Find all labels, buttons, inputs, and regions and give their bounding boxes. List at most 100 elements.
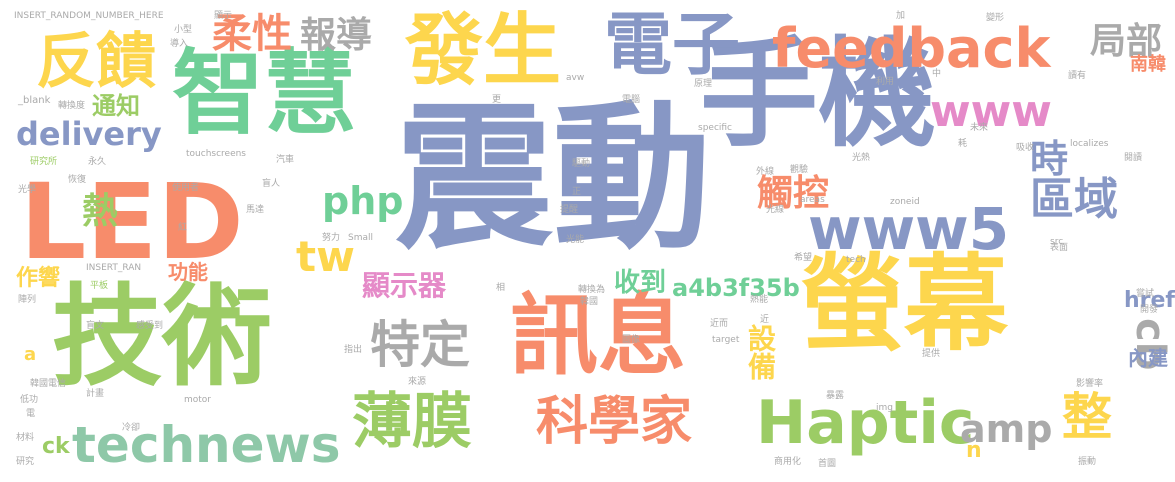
word-zhuanhuandu: 轉換度 [58, 101, 86, 111]
word-tongzhi: 通知 [92, 92, 140, 120]
word-zhong: 中 [932, 69, 942, 79]
word-yuanli: 原理 [694, 79, 713, 89]
word-guangneng: 光能 [566, 235, 585, 245]
word-kaifa: 開發 [1140, 305, 1159, 315]
word-jin: 近 [760, 315, 770, 325]
word-ganying: 觀驗 [790, 165, 809, 175]
word-src: src [1050, 237, 1064, 247]
word-zhuanhuanwei: 轉換為 [578, 285, 606, 295]
word-xianshiqi: 顯示器 [362, 269, 447, 302]
word-touch: touchscreens [186, 149, 246, 159]
word-small: Small [348, 233, 373, 243]
word-zheng2: 正 [572, 187, 582, 197]
word-n: n [966, 438, 982, 463]
word-mangwen: 盲文 [86, 321, 105, 331]
word-digong: 低功 [20, 395, 39, 405]
word-motor: motor [184, 395, 212, 405]
word-rouxing: 柔性 [212, 11, 292, 57]
word-laiyuan: 來源 [408, 377, 427, 387]
word-hao: 耗 [958, 139, 968, 149]
word-pingban: 平板 [90, 281, 109, 291]
word-hong: 紅 [178, 223, 188, 233]
word-mangren: 盲人 [262, 179, 281, 189]
word-huifu: 恢復 [68, 175, 87, 185]
word-zoneid: zoneid [890, 197, 920, 207]
word-baolu: 暴露 [826, 391, 845, 401]
word-fasheng: 發生 [405, 6, 562, 96]
word-cailiao: 材料 [16, 433, 35, 443]
word-led: LED [20, 161, 244, 283]
word-yingxianglv: 影響率 [1076, 379, 1104, 389]
word-insert1: INSERT_RANDOM_NUMBER_HERE [14, 11, 164, 21]
word-changshi: 嘗試 [1136, 289, 1155, 299]
word-geng: 更 [492, 95, 502, 105]
word-ck: ck [42, 434, 70, 459]
word-shouji: 手機 [700, 25, 937, 163]
word-qichezhi: 汽車 [276, 155, 295, 165]
word-baodao: 報導 [300, 15, 373, 56]
word-yanjiu: 研究 [16, 457, 35, 467]
word-nuli: 努力 [322, 233, 341, 243]
word-zhenlie: 陣列 [18, 295, 37, 305]
word-localizes: localizes [1070, 139, 1109, 149]
word-tixing: 提醒 [560, 205, 579, 215]
word-yongjiu: 永久 [88, 157, 107, 167]
word-areas: areas [800, 195, 825, 205]
word-tw: tw [296, 232, 355, 281]
word-weilai: 未來 [970, 123, 989, 133]
word-delivery: delivery [16, 115, 162, 153]
word-target: target [712, 335, 740, 345]
word-shangyonghua: 商用化 [774, 457, 802, 467]
word-jihua: 計畫 [86, 389, 105, 399]
word-yingmu: 螢幕 [800, 243, 1009, 365]
word-zuoxiang: 作響 [16, 266, 61, 291]
word-kexuejia: 科學家 [536, 392, 693, 452]
word-guangxue: 光學 [18, 185, 37, 195]
word-guangxian: 光線 [766, 205, 785, 215]
word-php: php [322, 179, 404, 223]
word-bianxing: 變形 [986, 13, 1005, 23]
word-xiangdui: 相 [496, 283, 506, 293]
word-re: 熱 [82, 191, 119, 232]
word-cb: cb [1127, 318, 1173, 371]
word-www: www [930, 86, 1052, 137]
word-dianzi: 電子 [604, 6, 741, 85]
word-neijian: 內建 [1128, 346, 1168, 370]
word-www5: www5 [808, 195, 1010, 263]
word-tech: tech [846, 255, 866, 265]
word-xunxi: 訊息 [510, 284, 687, 387]
word-feedback: feedback [772, 17, 1051, 80]
word-hanguo: 韓國 [580, 297, 599, 307]
word-xiaoxing: 小型 [174, 25, 193, 35]
word-jishu: 技術 [52, 273, 272, 401]
word-shoutu: 首圖 [818, 459, 837, 469]
word-biaomian: 表面 [1050, 243, 1069, 253]
word-jinjin: 近而 [710, 319, 729, 329]
word-fankui: 反饋 [36, 27, 156, 97]
word-a: a [24, 344, 37, 365]
word-gongneng: 功能 [168, 260, 208, 284]
word-tigong: 提供 [922, 349, 941, 359]
word-tuxiang: 圖像 [622, 335, 641, 345]
word-mada: 馬達 [246, 205, 265, 215]
word-zhihui: 智慧 [172, 40, 357, 147]
word-blank: _blank [18, 95, 51, 106]
word-img: img [876, 403, 893, 413]
word-xishou: 吸收 [1016, 143, 1035, 153]
word-gandaodao: 感受到 [136, 321, 164, 331]
word-liyong: 利用 [876, 77, 895, 87]
word-reneng: 熱能 [750, 295, 769, 305]
word-diannao: 電腦 [622, 95, 641, 105]
word-hash: a4b3f35b [672, 274, 800, 302]
word-shebei: 設備 [744, 324, 777, 380]
word-technews: technews [72, 416, 341, 474]
word-qudong: 驅動 [572, 159, 591, 169]
word-yanjiusuo: 研究所 [30, 157, 58, 167]
word-yuedu2: 閱讀 [1124, 153, 1143, 163]
word-amp: amp [960, 407, 1053, 451]
word-href: href [1124, 288, 1175, 313]
word-shi: 時 [1030, 137, 1069, 181]
word-jia: 加 [896, 11, 906, 21]
word-insert2: INSERT_RAN [86, 263, 142, 273]
